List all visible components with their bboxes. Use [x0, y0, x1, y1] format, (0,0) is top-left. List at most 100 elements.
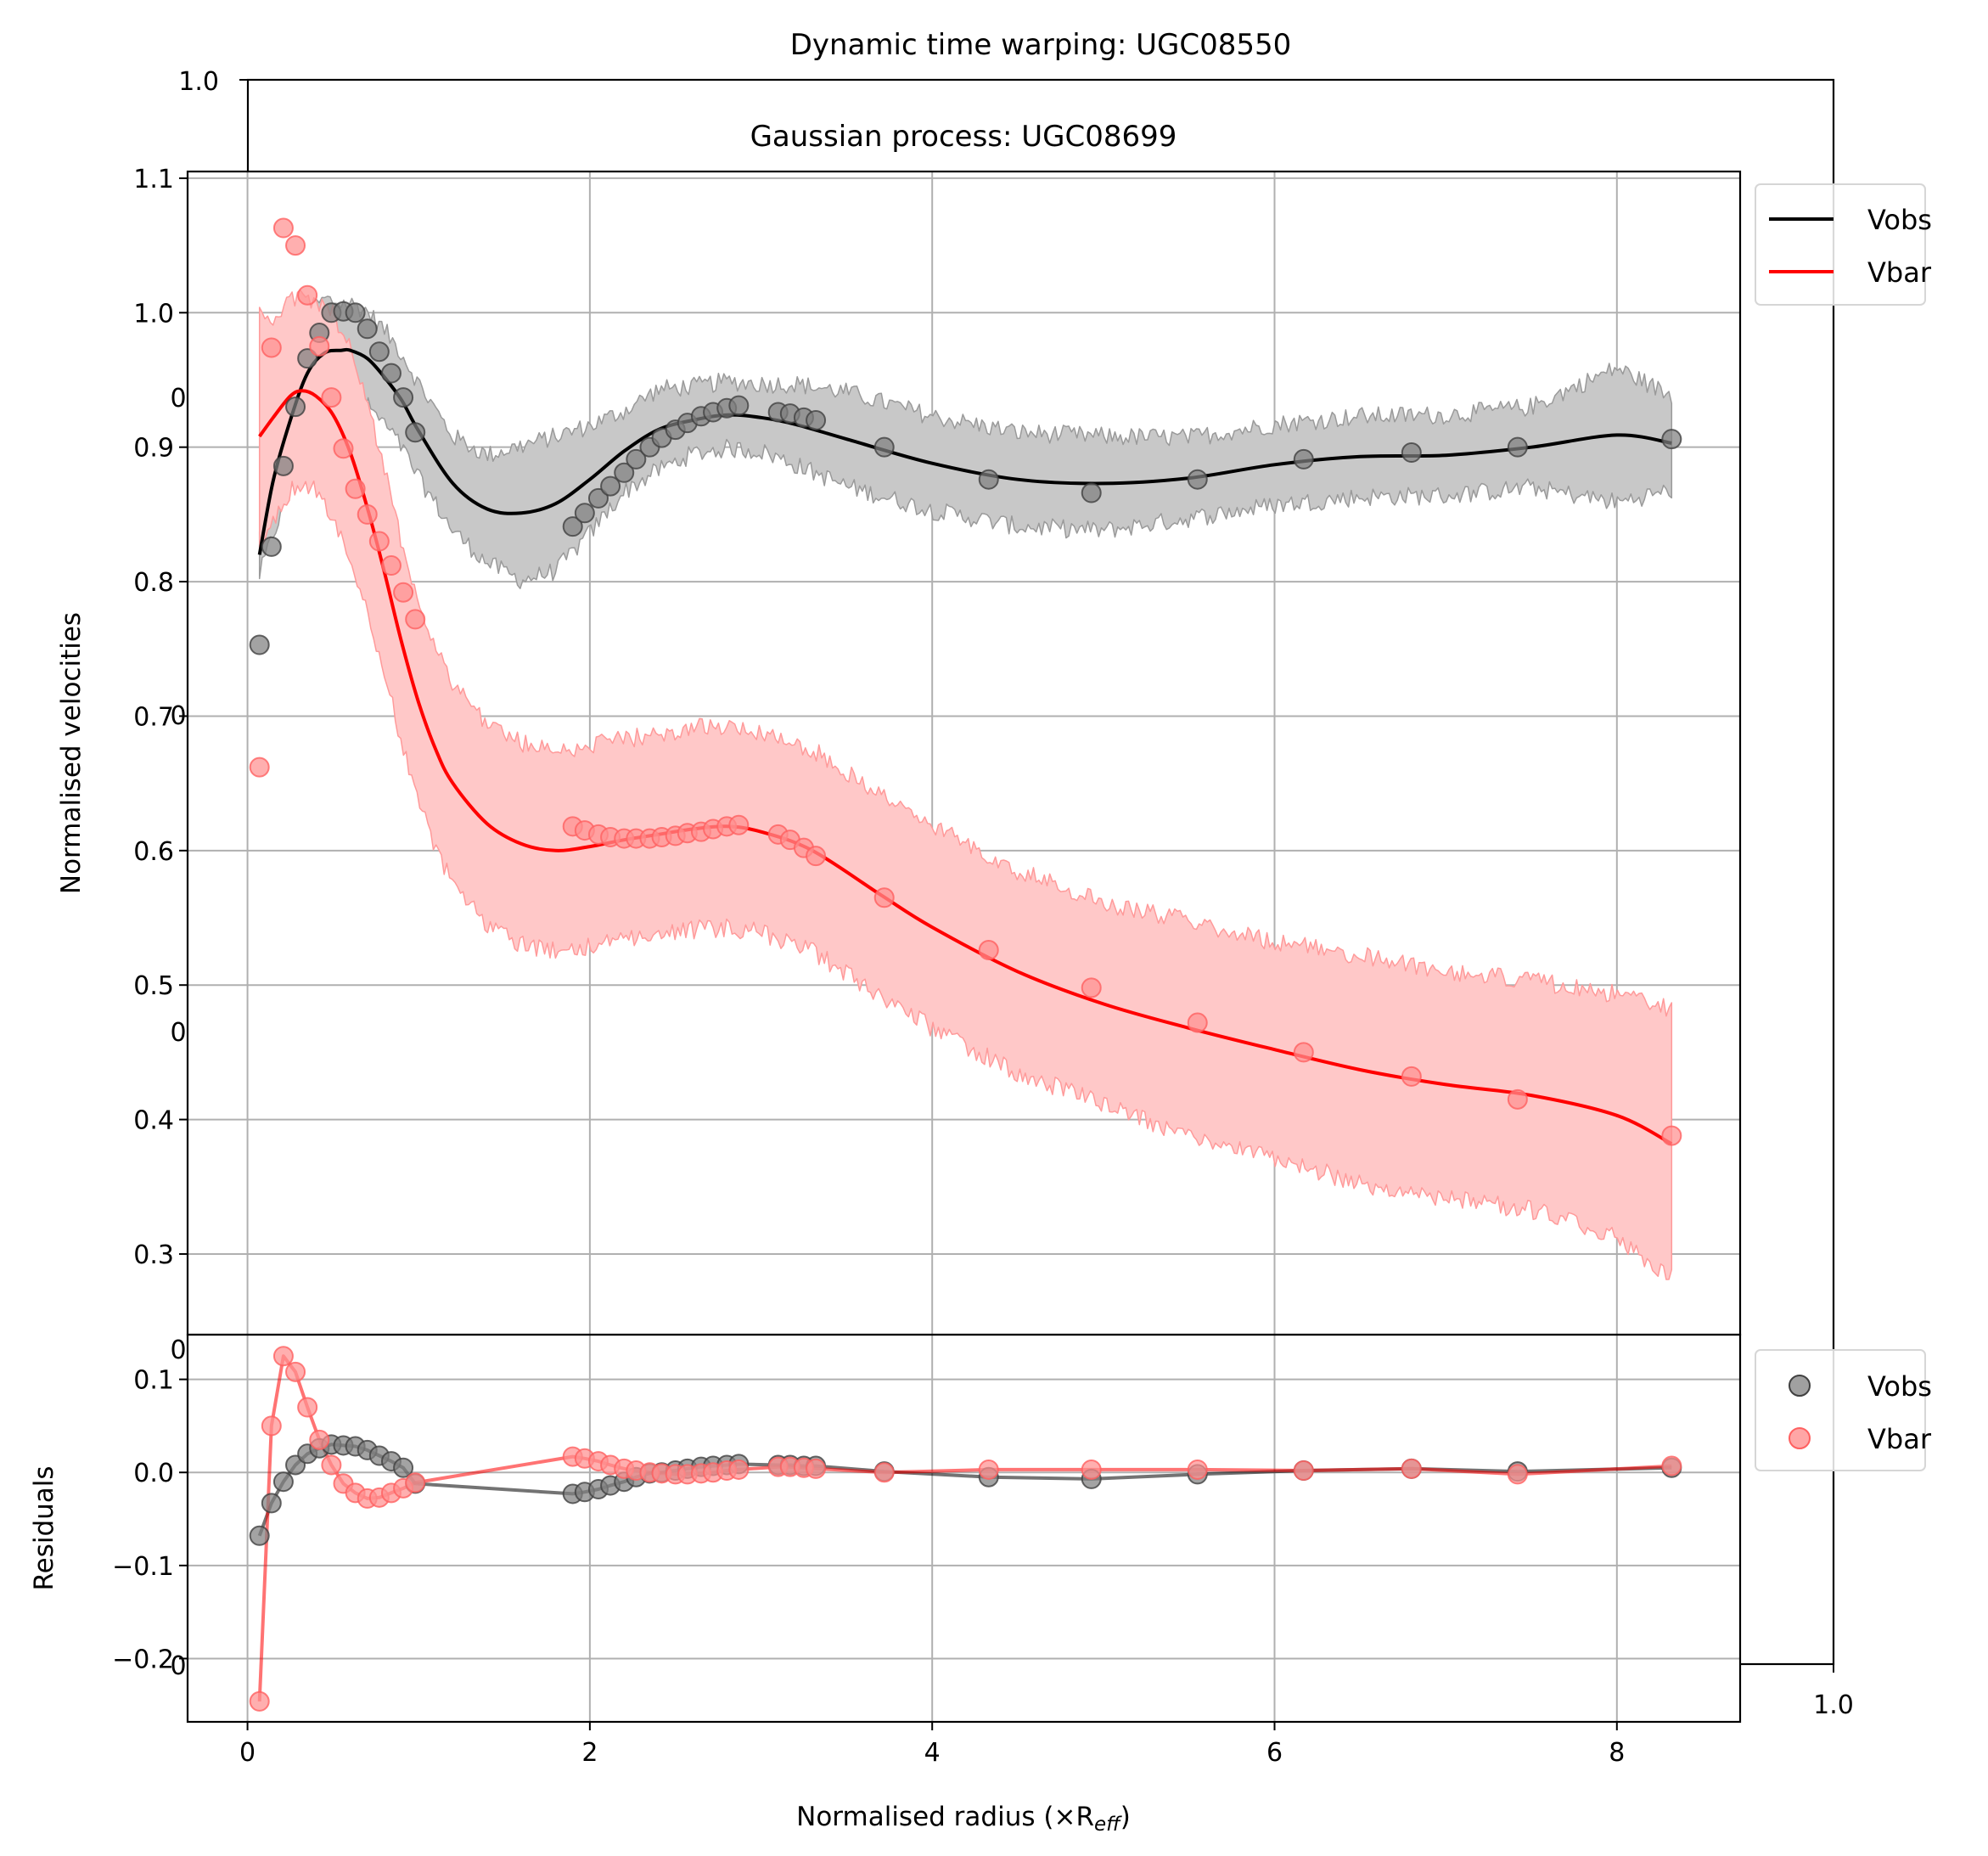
vobs-data-point [562, 516, 583, 537]
vobs-residual-point [261, 1493, 282, 1514]
vbar-residual-point [261, 1415, 282, 1437]
residuals-points [249, 1346, 1682, 1712]
vbar-data-point [357, 503, 378, 525]
vobs-data-point [873, 436, 895, 458]
residuals-yticks: −0.2 −0.1 0.0 0.1 [112, 1366, 188, 1674]
vobs-data-point [261, 536, 282, 557]
vobs-uncertainty-band [258, 295, 1673, 589]
back-ghost-tick: 0 [170, 1018, 186, 1048]
residuals-ytick-label: −0.1 [112, 1552, 174, 1582]
residuals-ylabel: Residuals [29, 1465, 59, 1590]
vbar-residual-point [1081, 1459, 1102, 1480]
vbar-uncertainty-band [258, 289, 1673, 1280]
residuals-ytick-label: 0.0 [133, 1459, 174, 1488]
vobs-data-point [357, 318, 378, 340]
vbar-data-point [321, 387, 342, 408]
residuals-panel-bg [188, 1335, 1740, 1722]
vbar-data-point [1081, 977, 1102, 998]
vbar-residual-point [1293, 1460, 1314, 1482]
velocity-panel: 0.3 0.4 0.5 0.6 0.7 0.8 0.9 1.0 1.1 Gaussian pro… [56, 120, 1742, 1341]
vbar-data-point [285, 235, 306, 256]
vbar-residual-point [978, 1459, 999, 1480]
vbar-data-point [1401, 1066, 1422, 1087]
vobs-data-point [405, 422, 426, 443]
velocity-points [249, 217, 1682, 1146]
velocity-panel-title: Gaussian process: UGC08699 [750, 120, 1177, 154]
residuals-panel-frame [186, 1333, 1742, 1724]
vobs-residual-point [249, 1525, 270, 1546]
vobs-data-point [626, 448, 647, 470]
back-ghost-tick: 0 [170, 1336, 186, 1365]
vbar-data-point [333, 438, 354, 459]
back-bottom-right-tick: 1.0 [1813, 1690, 1854, 1720]
velocity-legend-box [1755, 183, 1926, 306]
vobs-data-point [285, 397, 306, 418]
vobs-data-point [1507, 436, 1528, 458]
vobs-data-point [1661, 429, 1682, 450]
vbar-residual-point [806, 1458, 827, 1479]
legend-residual-vobs-label: Vobs [1867, 1370, 1932, 1403]
velocity-ytick-label: 0.5 [133, 971, 174, 1001]
vobs-data-point [368, 341, 390, 363]
residuals-legend: Vobs Vbar [1755, 1349, 1932, 1471]
vbar-data-point [368, 531, 390, 552]
vobs-data-point [345, 302, 366, 323]
radius-xlabel-sub: eff [1094, 1814, 1122, 1836]
vbar-data-point [272, 217, 294, 239]
vbar-residual-point [1401, 1458, 1422, 1479]
radius-xlabel: Normalised radius (×Reff) [796, 1802, 1131, 1836]
residuals-panel: −0.2 −0.1 0.0 0.1 0 2 4 6 8 Residuals Normalise… [29, 1333, 1742, 1836]
residuals-ytick-label: −0.2 [112, 1645, 174, 1674]
legend-residual-vbar-label: Vbar [1867, 1423, 1932, 1455]
velocity-ytick-label: 0.8 [133, 568, 174, 598]
vobs-data-point [600, 475, 621, 497]
velocity-ytick-label: 0.6 [133, 837, 174, 867]
velocity-legend: Vobs Vbar [1755, 183, 1932, 306]
residuals-ytick-label: 0.1 [133, 1366, 174, 1396]
legend-vobs-label: Vobs [1867, 204, 1932, 236]
vbar-data-point [297, 284, 318, 306]
radius-xlabel-main: Normalised radius (×R [796, 1802, 1094, 1832]
vbar-data-point [249, 756, 270, 778]
legend-vbar-label: Vbar [1867, 256, 1932, 289]
vobs-data-point [272, 455, 294, 476]
vbar-data-point [873, 887, 895, 908]
vbar-data-point [1293, 1042, 1314, 1063]
vbar-residual-point [1187, 1459, 1208, 1480]
vbar-data-point [393, 582, 414, 603]
vbar-data-point [806, 846, 827, 867]
vobs-data-point [806, 410, 827, 431]
residuals-xtick-label: 8 [1609, 1738, 1625, 1768]
velocity-yticks: 0.3 0.4 0.5 0.6 0.7 0.8 0.9 1.0 1.1 [133, 165, 188, 1270]
vbar-residual-point [1507, 1464, 1528, 1485]
vbar-data-point [405, 609, 426, 630]
vobs-data-point [587, 487, 609, 509]
vbar-data-point [345, 478, 366, 499]
vbar-residual-point [321, 1454, 342, 1476]
vobs-data-point [614, 462, 635, 483]
vbar-data-point [261, 337, 282, 358]
velocity-bands [258, 289, 1673, 1280]
vobs-residual-point [393, 1457, 414, 1478]
vbar-residual-point [405, 1472, 426, 1493]
radius-xlabel-close: ) [1120, 1802, 1131, 1832]
back-ghost-tick: 0 [170, 701, 186, 731]
vobs-residual-point [272, 1471, 294, 1493]
vbar-residual-point [1661, 1455, 1682, 1476]
vbar-data-point [728, 814, 750, 835]
vbar-residual-point [728, 1459, 750, 1480]
vbar-data-point [309, 335, 330, 357]
vbar-residual-point [873, 1462, 895, 1483]
vobs-data-point [249, 634, 270, 655]
vobs-data-point [574, 503, 595, 524]
vbar-residual-point [309, 1429, 330, 1450]
back-left-ghost-ticks: 0 0 0 0 0 [170, 384, 186, 1681]
vobs-data-point [1401, 442, 1422, 464]
velocity-ytick-label: 0.9 [133, 434, 174, 464]
vobs-data-point [728, 395, 750, 416]
velocity-ytick-label: 1.1 [133, 165, 174, 194]
velocity-ytick-label: 0.7 [133, 702, 174, 732]
vobs-data-point [297, 348, 318, 369]
residuals-xtick-label: 6 [1266, 1738, 1283, 1768]
